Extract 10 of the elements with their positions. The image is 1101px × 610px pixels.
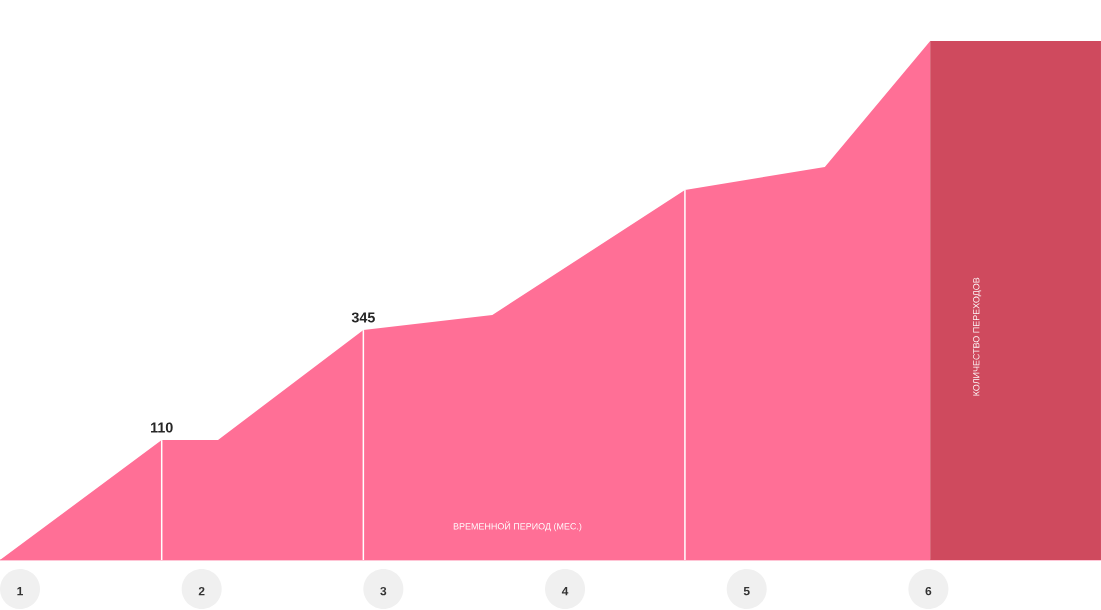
x-axis-title: ВРЕМЕННОЙ ПЕРИОД (МЕС.)	[453, 521, 582, 532]
x-tick-label: 6	[925, 586, 932, 596]
y-axis-title: КОЛИЧЕСТВО ПЕРЕХОДОВ	[973, 277, 982, 396]
x-tick-label: 3	[380, 586, 387, 596]
x-tick-label: 4	[561, 587, 569, 596]
annotation: 110	[151, 422, 173, 433]
x-tick-label: 2	[198, 586, 205, 596]
x-tick-label: 1	[17, 587, 23, 596]
x-tick-label: 5	[743, 586, 750, 596]
annotation: 345	[351, 312, 375, 323]
